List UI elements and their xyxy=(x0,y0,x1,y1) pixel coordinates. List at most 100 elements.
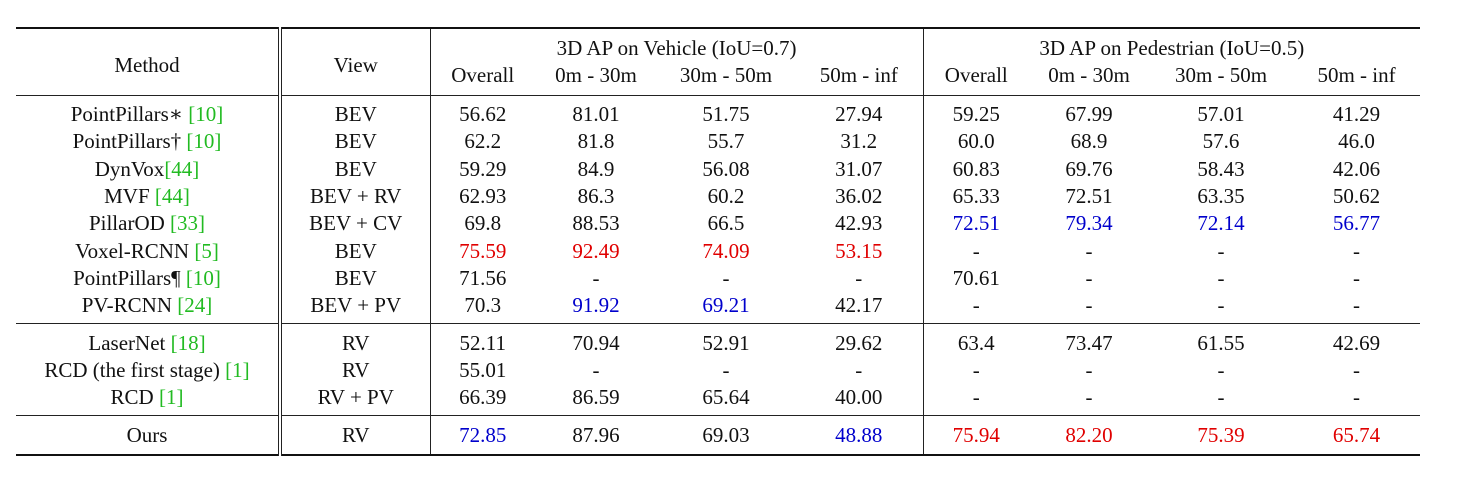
value-cell: 92.49 xyxy=(572,238,620,263)
value-cell: 69.8 xyxy=(429,210,535,238)
value-cell: 63.35 xyxy=(1197,184,1245,209)
value-cell: 52.91 xyxy=(657,323,795,357)
value-cell: 75.39 xyxy=(1149,415,1294,457)
value-cell: 59.29 xyxy=(429,155,535,183)
method-cell: RCD (the first stage) [1] xyxy=(16,356,282,384)
view-cell: BEV + PV xyxy=(310,293,402,318)
citation-link[interactable]: [10] xyxy=(188,102,224,127)
value-cell: 60.0 xyxy=(922,128,1030,156)
value-cell: 51.75 xyxy=(657,95,795,129)
method-name: MVF xyxy=(104,184,155,209)
citation-link[interactable]: [1] xyxy=(225,357,250,382)
table-group-bev: PointPillars∗ [10] BEV 56.62 81.01 51.75 27.9… xyxy=(16,95,1421,324)
value-cell: - xyxy=(1085,357,1093,382)
value-cell: - xyxy=(922,383,1030,416)
method-cell: DynVox[44] xyxy=(16,155,282,183)
value-cell: - xyxy=(922,292,1030,324)
value-cell: 63.4 xyxy=(922,323,1030,357)
table-row: PV-RCNN [24] BEV + PV 70.3 91.92 69.21 42.17 -… xyxy=(16,292,1420,324)
citation-link[interactable]: [18] xyxy=(170,330,206,355)
value-cell: - xyxy=(1217,293,1225,318)
table-row: PillarOD [33] BEV + CV 69.8 88.53 66.5 42.93 7… xyxy=(16,210,1420,238)
method-cell: Ours xyxy=(16,415,282,457)
table-row: PointPillars† [10] BEV 62.2 81.8 55.7 31.2 60.… xyxy=(16,128,1420,156)
citation-link[interactable]: [10] xyxy=(186,129,222,154)
value-cell: 81.8 xyxy=(577,129,615,154)
method-name: PointPillars† xyxy=(72,129,187,154)
method-name: RCD (the first stage) xyxy=(44,357,226,382)
method-cell: PointPillars† [10] xyxy=(16,128,282,156)
table-row: DynVox[44] BEV 59.29 84.9 56.08 31.07 60.83 69.… xyxy=(16,155,1420,183)
value-cell: 71.56 xyxy=(429,264,535,293)
subheader: 30m - 50m xyxy=(1174,63,1268,87)
value-cell: 81.01 xyxy=(535,95,657,129)
value-cell: 82.20 xyxy=(1029,415,1150,457)
view-cell: RV xyxy=(280,323,430,357)
value-cell: 68.9 xyxy=(1070,129,1108,154)
value-cell: 58.43 xyxy=(1197,156,1245,181)
citation-link[interactable]: [44] xyxy=(154,184,190,209)
value-cell: 57.01 xyxy=(1149,95,1294,129)
value-cell: 27.94 xyxy=(795,95,924,129)
value-cell: 36.02 xyxy=(835,184,883,209)
value-cell: - xyxy=(1217,357,1225,382)
value-cell: - xyxy=(855,265,863,290)
value-cell: - xyxy=(722,357,730,382)
citation-link[interactable]: [5] xyxy=(194,238,219,263)
value-cell: - xyxy=(1085,385,1093,410)
value-cell: 29.62 xyxy=(795,323,924,357)
value-cell: 69.03 xyxy=(657,415,795,457)
table-group-rv: LaserNet [18] RV 52.11 70.94 52.91 29.62 63.4 7… xyxy=(16,323,1421,416)
value-cell: - xyxy=(1085,293,1093,318)
view-cell: BEV + RV xyxy=(310,184,402,209)
value-cell: 56.77 xyxy=(1332,211,1381,236)
value-cell: 73.47 xyxy=(1029,323,1150,357)
value-cell: 86.3 xyxy=(577,184,615,209)
value-cell: 42.93 xyxy=(835,211,883,236)
value-cell: - xyxy=(1085,265,1093,290)
value-cell: 75.59 xyxy=(429,237,535,265)
citation-link[interactable]: [33] xyxy=(170,211,206,236)
value-cell: 72.51 xyxy=(922,210,1030,238)
subheader: 50m - inf xyxy=(1317,63,1396,87)
value-cell: 87.96 xyxy=(535,415,657,457)
citation-link[interactable]: [10] xyxy=(185,265,221,290)
method-name: Ours xyxy=(126,422,168,447)
table-row: PointPillars¶ [10] BEV 71.56 - - - 70.61 - - - xyxy=(16,264,1420,293)
value-cell: 79.34 xyxy=(1065,211,1113,236)
value-cell: - xyxy=(592,357,600,382)
value-cell: 65.33 xyxy=(922,182,1030,211)
view-cell: BEV xyxy=(334,129,377,154)
header-method: Method xyxy=(16,27,282,96)
value-cell: 72.51 xyxy=(1065,184,1113,209)
method-name: PV-RCNN xyxy=(81,293,178,318)
table-row: LaserNet [18] RV 52.11 70.94 52.91 29.62 63.4 7… xyxy=(16,323,1421,357)
value-cell: 50.62 xyxy=(1332,184,1381,209)
value-cell: 88.53 xyxy=(572,211,620,236)
value-cell: 40.00 xyxy=(835,385,883,410)
value-cell: - xyxy=(1085,238,1093,263)
value-cell: 41.29 xyxy=(1293,95,1421,129)
value-cell: 53.15 xyxy=(835,238,883,263)
view-cell: BEV xyxy=(334,265,377,290)
citation-link[interactable]: [24] xyxy=(177,293,213,318)
value-cell: 74.09 xyxy=(702,238,750,263)
citation-link[interactable]: [44] xyxy=(164,156,200,181)
value-cell: 70.94 xyxy=(535,323,657,357)
header-vehicle-group: 3D AP on Vehicle (IoU=0.7) xyxy=(429,27,924,62)
view-cell: BEV xyxy=(334,238,377,263)
value-cell: 42.69 xyxy=(1293,323,1421,357)
subheader: 0m - 30m xyxy=(1048,63,1130,87)
value-cell: 61.55 xyxy=(1149,323,1294,357)
method-cell: MVF [44] xyxy=(16,182,282,211)
value-cell: 31.2 xyxy=(840,129,878,154)
value-cell: 75.94 xyxy=(922,415,1030,457)
value-cell: - xyxy=(722,265,730,290)
citation-link[interactable]: [1] xyxy=(158,385,184,410)
value-cell: 55.7 xyxy=(707,129,745,154)
value-cell: 31.07 xyxy=(835,156,883,181)
value-cell: - xyxy=(855,357,863,382)
value-cell: 59.25 xyxy=(922,95,1030,129)
value-cell: - xyxy=(1217,385,1225,410)
view-cell: RV + PV xyxy=(317,385,394,410)
